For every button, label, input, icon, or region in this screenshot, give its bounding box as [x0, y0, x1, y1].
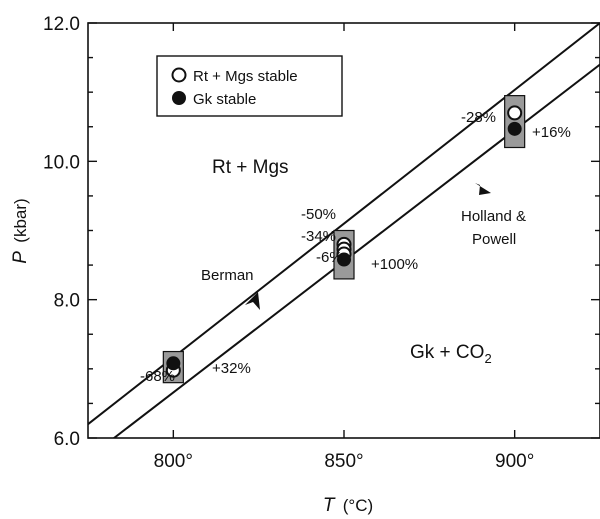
x-axis-unit: (°C): [343, 496, 373, 515]
pct-label-850-a: -50%: [301, 206, 336, 223]
open-point: [507, 105, 523, 121]
y-tick-label: 6.0: [54, 429, 80, 450]
y-tick-label: 8.0: [54, 291, 80, 312]
x-tick-label: 900°: [495, 451, 534, 472]
field-label-gk-co2-main: Gk + CO: [410, 342, 484, 363]
x-tick-label: 800°: [154, 451, 193, 472]
legend-open-circle-marker: [171, 67, 187, 83]
axis-ticks: 800° 850° 900° 6.0 8.0 10.0 12.0: [43, 14, 600, 472]
filled-point: [337, 252, 351, 267]
legend-filled-circle-marker: [172, 91, 186, 105]
pct-label-900-right: +16%: [532, 124, 571, 141]
y-axis-variable: P: [10, 251, 31, 264]
legend-label-gk: Gk stable: [193, 91, 256, 108]
field-label-rt-mgs: Rt + Mgs: [212, 157, 289, 178]
curve-label-holland-line2: Powell: [472, 231, 516, 248]
pct-label-850-right: +100%: [371, 256, 418, 273]
pct-label-850-b: -34%: [301, 228, 336, 245]
y-axis-label: P (kbar): [10, 198, 31, 263]
pct-label-800-right: +32%: [212, 360, 251, 377]
holland-arrow-icon: [475, 183, 491, 195]
y-tick-label: 10.0: [43, 152, 80, 173]
pct-label-900-left: -28%: [461, 109, 496, 126]
field-label-gk-co2: Gk + CO2: [410, 342, 492, 366]
pct-label-850-c: -6%: [316, 249, 343, 266]
pct-label-800-left: -68%: [140, 368, 175, 385]
y-tick-label: 12.0: [43, 14, 80, 35]
x-tick-label: 850°: [324, 451, 363, 472]
data-points: [165, 105, 523, 378]
x-axis-label: T (°C): [323, 495, 373, 516]
y-axis-unit: (kbar): [11, 198, 30, 242]
curve-label-holland-line1: Holland &: [461, 208, 526, 225]
legend-box: [156, 55, 343, 117]
curve-label-berman: Berman: [201, 267, 254, 284]
x-axis-variable: T: [323, 495, 336, 516]
field-label-gk-co2-subscript: 2: [484, 351, 491, 366]
filled-point: [166, 356, 181, 371]
filled-point: [507, 121, 522, 136]
legend-label-rt-mgs: Rt + Mgs stable: [193, 68, 298, 85]
bracket-box: [504, 95, 526, 149]
legend: Rt + Mgs stable Gk stable: [156, 55, 343, 117]
berman-arrow-icon: [245, 292, 260, 310]
